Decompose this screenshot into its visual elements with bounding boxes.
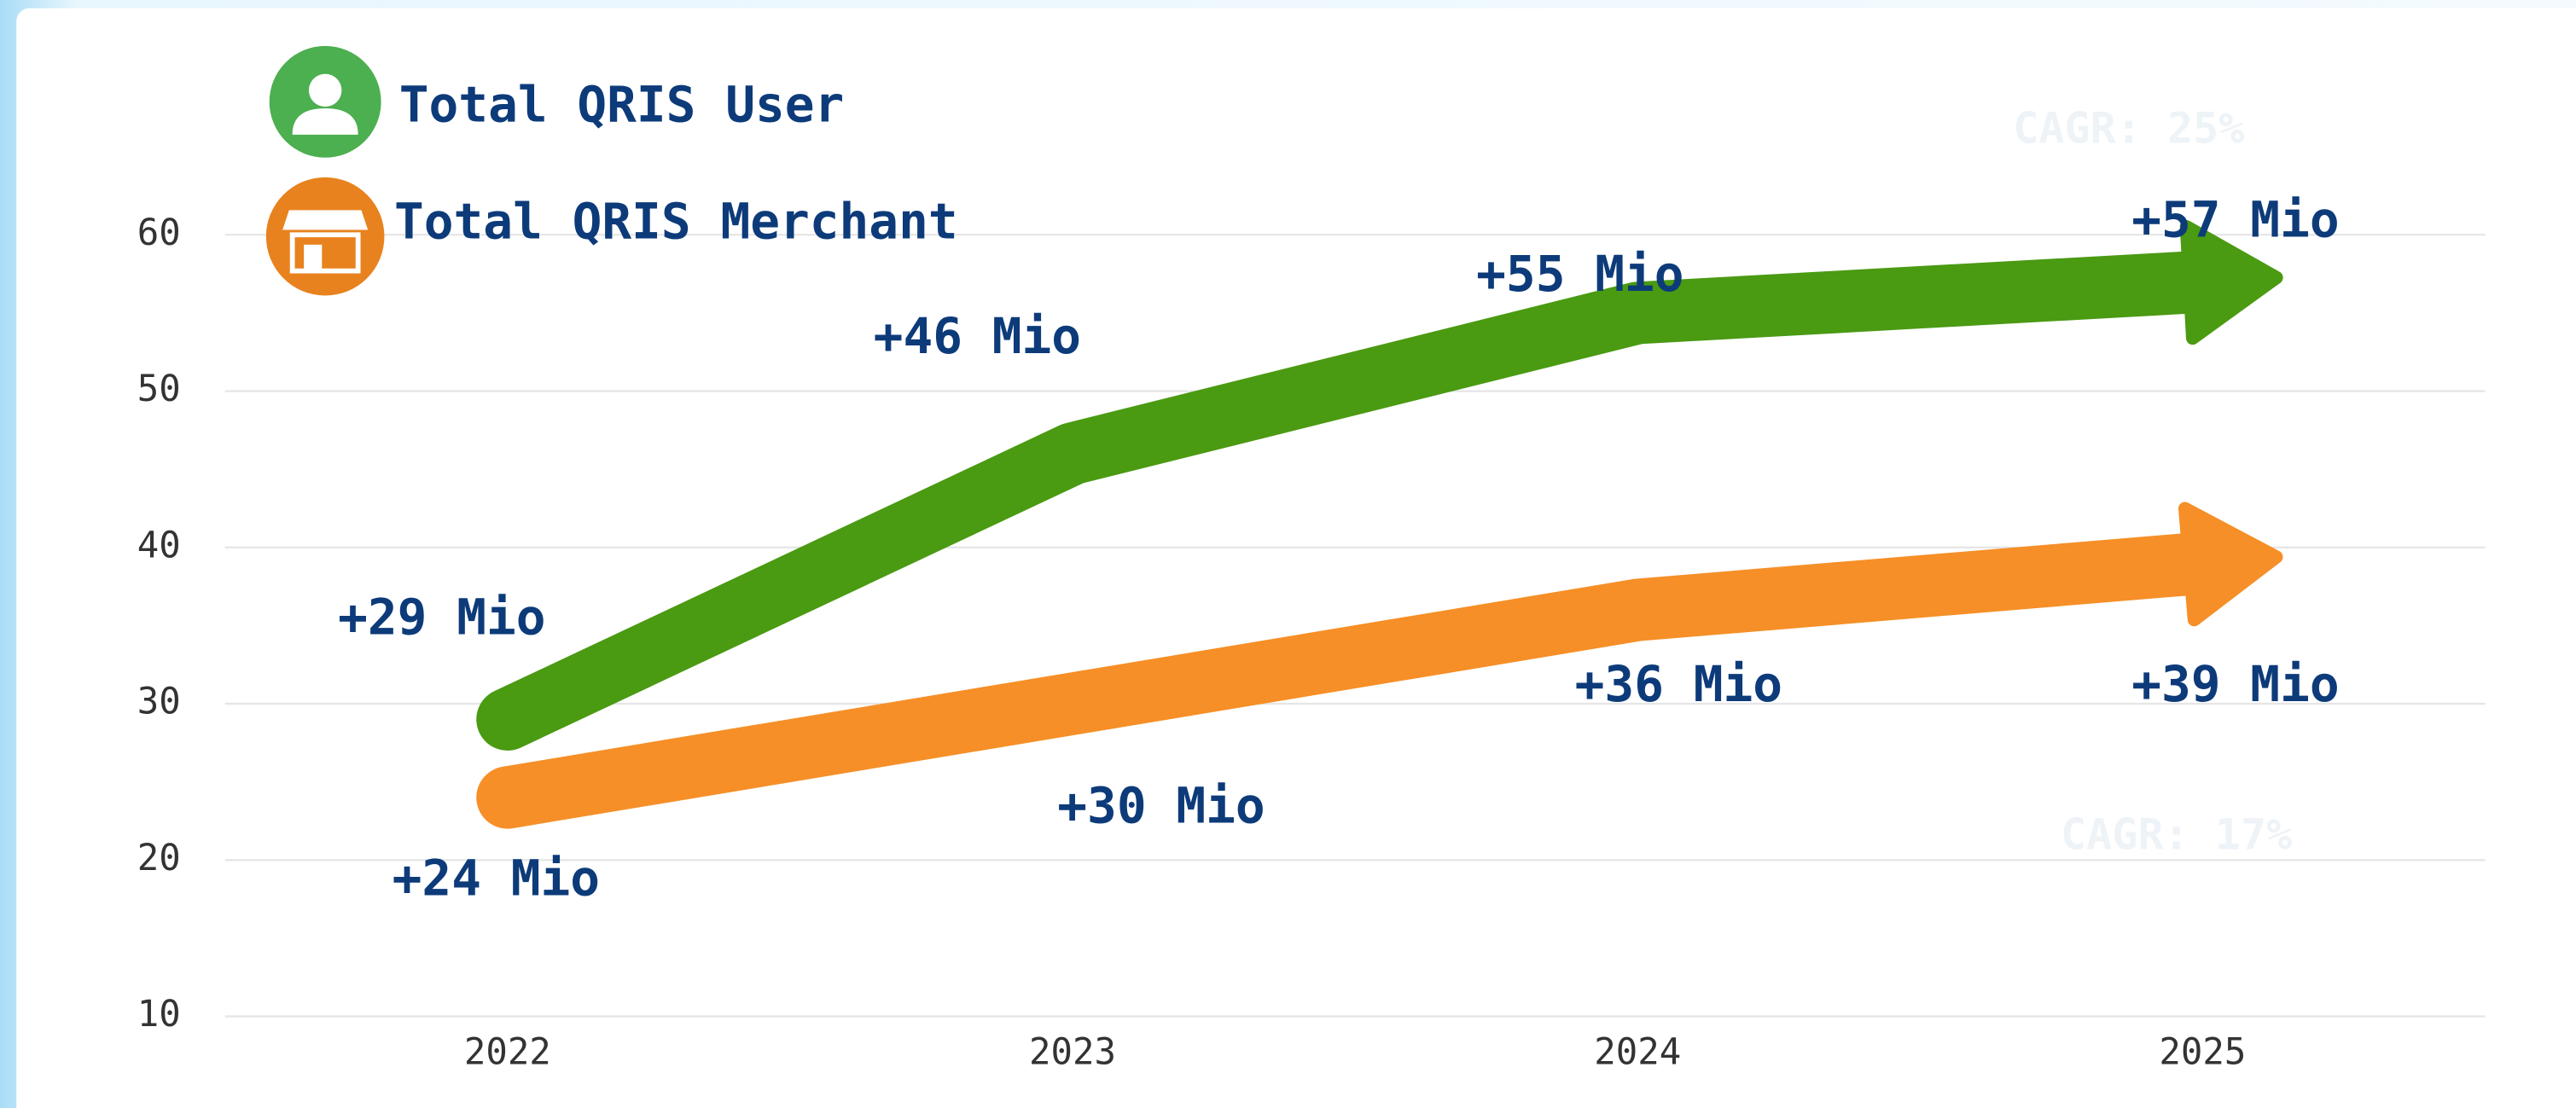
arrow-head	[2178, 502, 2283, 627]
series-line	[476, 250, 2235, 751]
person-head	[308, 73, 342, 107]
x-tick-label: 2025	[2159, 1030, 2246, 1072]
data-label: +36 Mio	[1575, 655, 1782, 713]
data-label: +46 Mio	[874, 307, 1081, 365]
shop-door	[304, 244, 323, 271]
y-tick-label: 30	[137, 681, 181, 722]
data-label: +30 Mio	[1057, 777, 1265, 835]
y-tick-label: 40	[137, 524, 181, 566]
data-label: +39 Mio	[2131, 655, 2339, 713]
data-label: +29 Mio	[338, 588, 545, 646]
shop-body	[289, 232, 361, 274]
series-line	[476, 531, 2235, 829]
shop-awning	[282, 210, 369, 230]
legend-label: Total QRIS Merchant	[394, 192, 958, 250]
data-label: +24 Mio	[393, 849, 600, 907]
data-label: +57 Mio	[2131, 190, 2339, 248]
y-tick-label: 60	[137, 212, 181, 253]
legend-label: Total QRIS User	[399, 76, 845, 134]
x-tick-label: 2022	[464, 1030, 551, 1072]
annotation: CAGR: 25%	[2013, 104, 2244, 154]
y-tick-label: 10	[137, 993, 181, 1035]
y-tick-label: 50	[137, 368, 181, 409]
x-tick-label: 2024	[1594, 1030, 1681, 1072]
data-label: +55 Mio	[1476, 245, 1683, 303]
person-body	[292, 108, 358, 135]
y-tick-label: 20	[137, 837, 181, 879]
annotation: CAGR: 17%	[2061, 809, 2292, 859]
x-tick-label: 2023	[1029, 1030, 1116, 1072]
arrow-head	[2179, 220, 2283, 345]
legend: Total QRIS User Total QRIS Merchant	[265, 45, 958, 296]
